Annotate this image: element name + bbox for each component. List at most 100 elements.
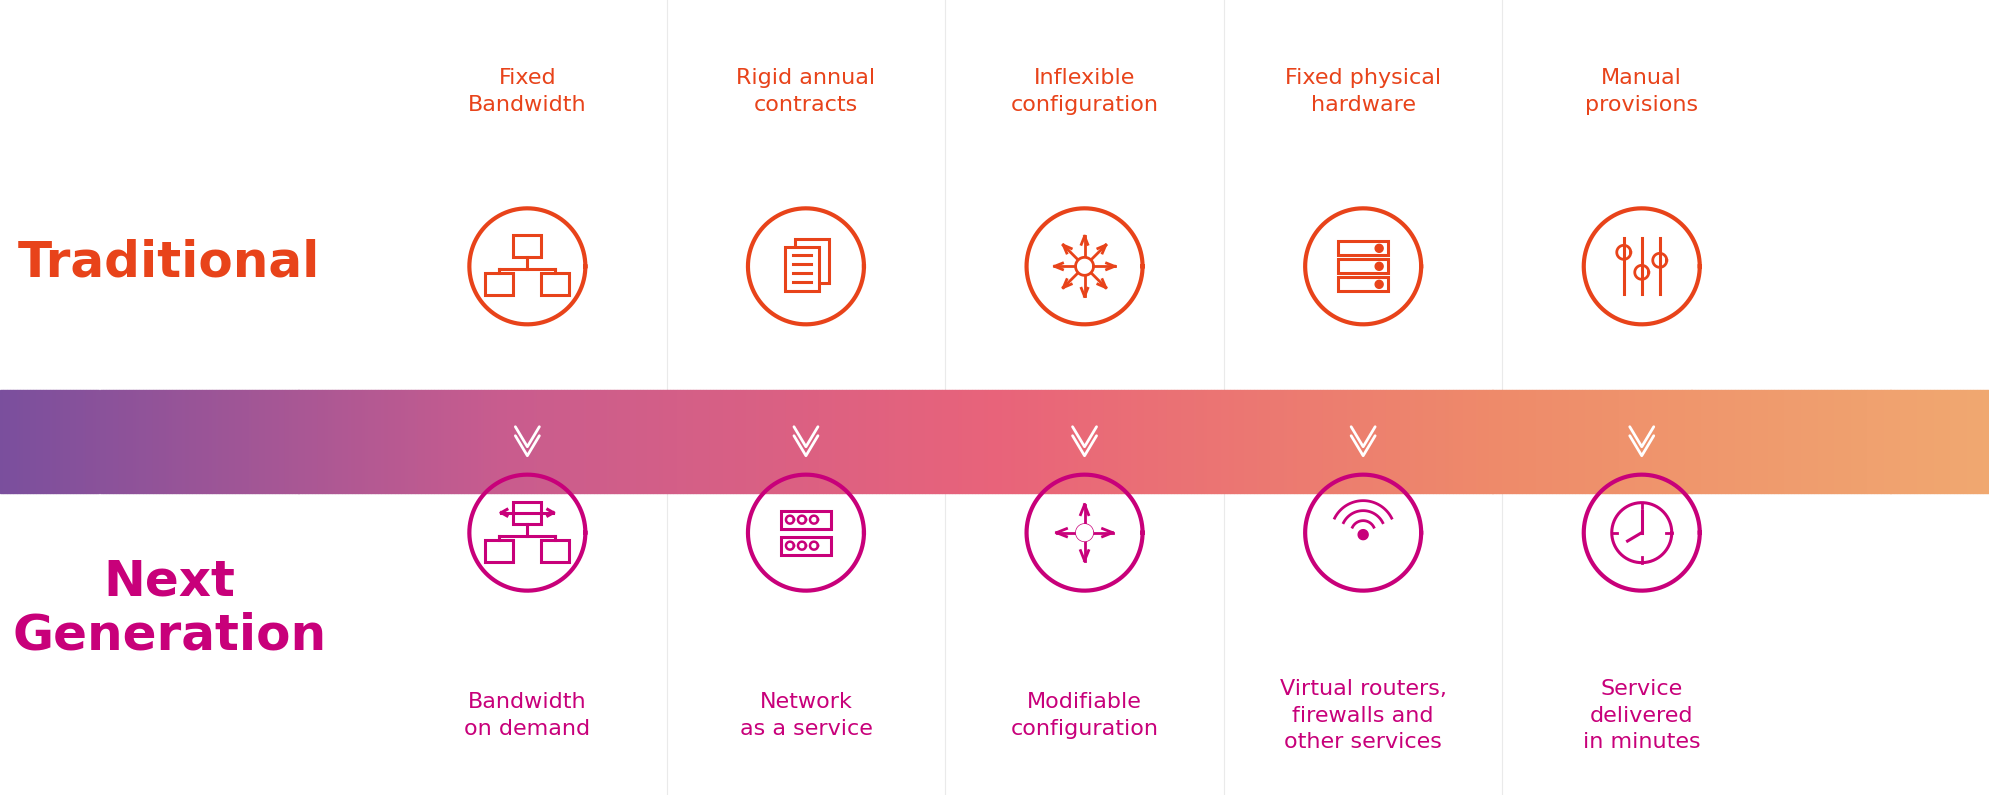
Bar	[1388, 390, 1392, 493]
Bar	[686, 390, 690, 493]
Bar	[1641, 390, 1645, 493]
Bar	[796, 390, 800, 493]
Bar	[185, 390, 189, 493]
Bar	[1402, 390, 1406, 493]
Bar	[1545, 390, 1547, 493]
Bar	[541, 540, 569, 561]
Bar	[1915, 390, 1919, 493]
Bar	[1060, 390, 1064, 493]
Polygon shape	[1076, 525, 1092, 541]
Bar	[398, 390, 402, 493]
Bar	[1064, 390, 1068, 493]
Bar	[1760, 390, 1764, 493]
Bar	[467, 390, 471, 493]
Bar	[881, 390, 885, 493]
Bar	[1913, 390, 1915, 493]
Bar	[1919, 390, 1923, 493]
Bar	[249, 390, 253, 493]
Bar	[660, 390, 662, 493]
Bar	[1217, 390, 1219, 493]
Bar	[1239, 390, 1243, 493]
Bar	[1408, 390, 1412, 493]
Bar	[274, 390, 278, 493]
Bar	[1329, 390, 1333, 493]
Bar	[1935, 390, 1939, 493]
Bar	[682, 390, 686, 493]
Bar	[418, 390, 422, 493]
Bar	[1655, 390, 1657, 493]
Bar	[603, 390, 607, 493]
Bar	[955, 390, 959, 493]
Bar	[1337, 242, 1388, 255]
Bar	[541, 273, 569, 295]
Bar	[1621, 390, 1625, 493]
Bar	[1488, 390, 1492, 493]
Bar	[1780, 390, 1784, 493]
Bar	[209, 390, 213, 493]
Bar	[1058, 390, 1060, 493]
Bar	[1537, 390, 1541, 493]
Bar	[453, 390, 457, 493]
Bar	[195, 390, 199, 493]
Bar	[1776, 390, 1780, 493]
Bar	[497, 390, 501, 493]
Bar	[1313, 390, 1317, 493]
Polygon shape	[1374, 244, 1382, 252]
Bar	[491, 390, 493, 493]
Bar	[905, 390, 909, 493]
Bar	[1428, 390, 1432, 493]
Bar	[631, 390, 633, 493]
Bar	[1018, 390, 1020, 493]
Bar	[1253, 390, 1257, 493]
Bar	[1283, 390, 1287, 493]
Bar	[1985, 390, 1989, 493]
Bar	[1482, 390, 1486, 493]
Bar	[1973, 390, 1975, 493]
Bar	[288, 390, 292, 493]
Bar	[1080, 390, 1084, 493]
Bar	[1347, 390, 1349, 493]
Bar	[712, 390, 716, 493]
Bar	[1886, 390, 1890, 493]
Bar	[1925, 390, 1929, 493]
Bar	[1661, 390, 1665, 493]
Bar	[1730, 390, 1734, 493]
Bar	[1561, 390, 1565, 493]
Bar	[1884, 390, 1886, 493]
Bar	[269, 390, 272, 493]
Bar	[1088, 390, 1090, 493]
Bar	[1382, 390, 1386, 493]
Bar	[1677, 390, 1681, 493]
Bar	[1170, 390, 1174, 493]
Bar	[994, 390, 998, 493]
Bar	[577, 390, 581, 493]
Bar	[1323, 390, 1327, 493]
Bar	[1516, 390, 1518, 493]
Bar	[740, 390, 742, 493]
Bar	[1969, 390, 1973, 493]
Bar	[1685, 390, 1687, 493]
Bar	[1899, 390, 1903, 493]
Bar	[1406, 390, 1408, 493]
Text: Service
delivered
in minutes: Service delivered in minutes	[1581, 679, 1701, 752]
Bar	[1249, 390, 1253, 493]
Bar	[304, 390, 308, 493]
Polygon shape	[1374, 281, 1382, 289]
Bar	[50, 390, 54, 493]
Bar	[485, 273, 513, 295]
Bar	[1617, 390, 1621, 493]
Polygon shape	[1358, 529, 1368, 540]
Bar	[1462, 390, 1466, 493]
Bar	[1458, 390, 1462, 493]
Bar	[1442, 390, 1446, 493]
Bar	[1090, 390, 1094, 493]
Bar	[581, 390, 583, 493]
Bar	[1784, 390, 1786, 493]
Bar	[1724, 390, 1726, 493]
Bar	[989, 390, 991, 493]
Bar	[889, 390, 891, 493]
Bar	[831, 390, 835, 493]
Bar	[463, 390, 467, 493]
Bar	[1953, 390, 1955, 493]
Bar	[1124, 390, 1128, 493]
